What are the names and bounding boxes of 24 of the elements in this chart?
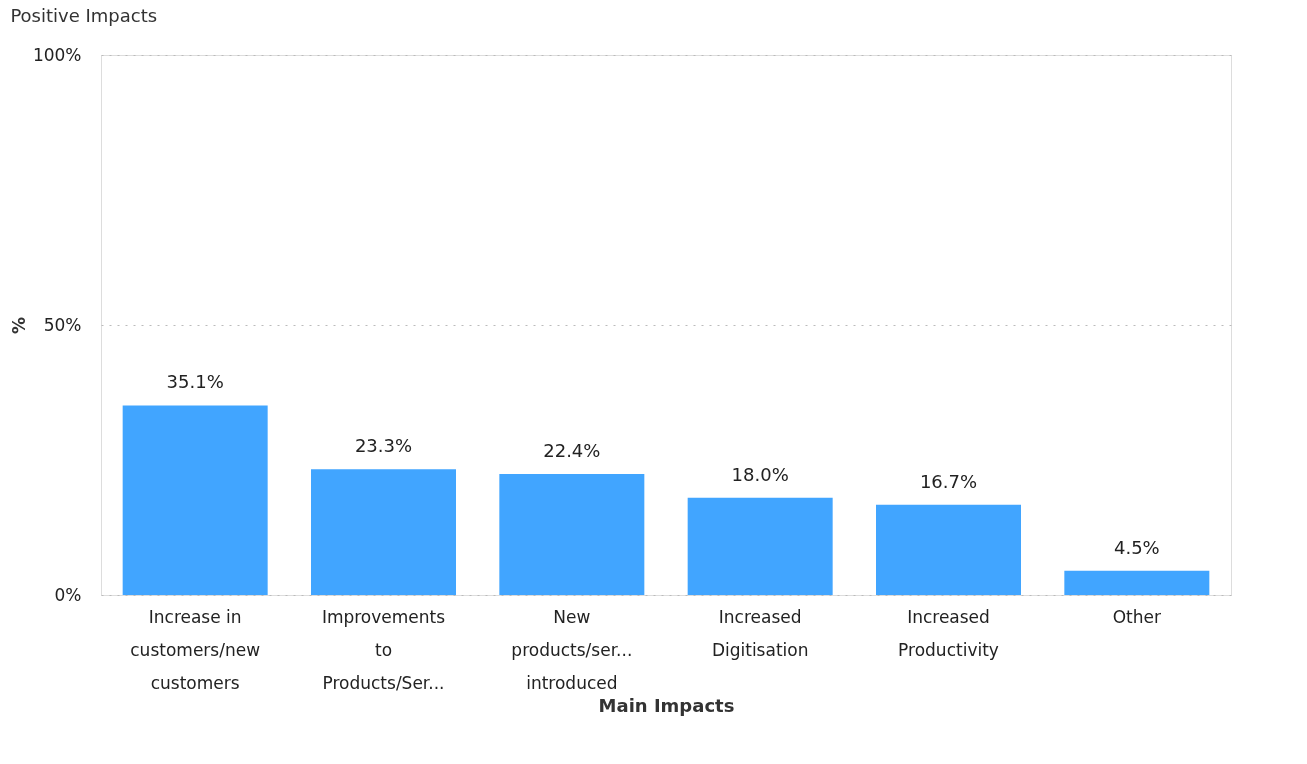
bar (1064, 570, 1210, 595)
data-label: 35.1% (166, 371, 224, 393)
x-tick-label: Improvements to Products/Ser... (321, 606, 446, 693)
x-tick-label: Increased Digitisation (711, 606, 809, 660)
y-tick-label: 50% (43, 314, 82, 335)
x-axis-title: Main Impacts (598, 694, 735, 716)
bar (122, 405, 268, 595)
chart-title: Positive Impacts (10, 5, 158, 26)
y-axis-title: % (8, 316, 29, 335)
x-tick-label: Other (1112, 606, 1161, 627)
bar (499, 474, 645, 595)
bar (876, 504, 1021, 595)
data-label: 4.5% (1113, 536, 1160, 558)
bar (687, 497, 833, 595)
data-label: 18.0% (731, 463, 789, 485)
data-label: 23.3% (354, 435, 413, 457)
y-tick-label: 0% (54, 584, 82, 605)
x-tick-label: Increase in customers/new customers (130, 606, 261, 693)
y-tick-label: 100% (32, 44, 82, 65)
data-label: 22.4% (543, 440, 601, 462)
x-tick-label: Increased Productivity (898, 606, 999, 660)
x-tick-label: New products/ser... introduced (511, 606, 633, 693)
data-label: 16.7% (919, 470, 978, 492)
bar (311, 469, 456, 595)
